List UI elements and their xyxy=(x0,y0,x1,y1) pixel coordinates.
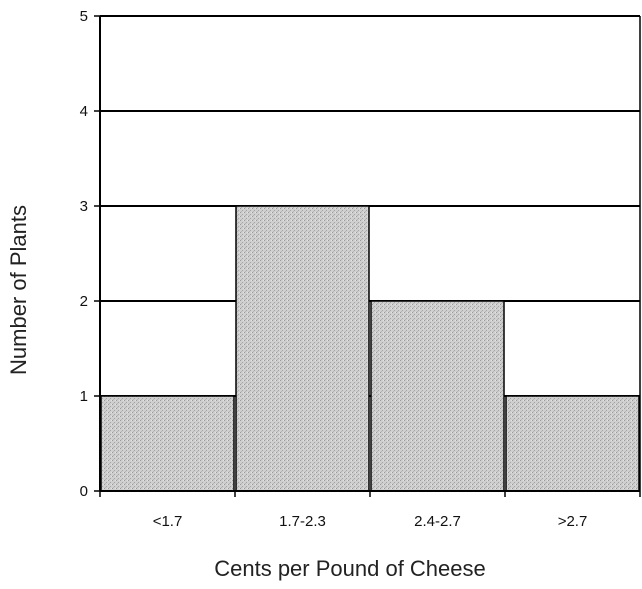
y-tick-label: 2 xyxy=(80,293,88,310)
y-tick-label: 5 xyxy=(80,8,88,25)
x-tick-label: >2.7 xyxy=(558,513,588,530)
x-tick-label: <1.7 xyxy=(153,513,183,530)
bar xyxy=(370,300,505,492)
tick-labels: 0 1 2 3 4 5 <1.7 1.7-2.3 2.4-2.7 >2.7 xyxy=(80,8,588,530)
x-tick-label: 2.4-2.7 xyxy=(414,513,461,530)
x-tick-label: 1.7-2.3 xyxy=(279,513,326,530)
bar xyxy=(235,205,370,492)
bars xyxy=(100,205,640,492)
y-tick-label: 3 xyxy=(80,198,88,215)
y-tick-label: 0 xyxy=(80,483,88,500)
axes xyxy=(94,15,641,497)
bar xyxy=(100,395,235,492)
y-tick-label: 4 xyxy=(80,103,88,120)
bar xyxy=(505,395,640,492)
y-tick-label: 1 xyxy=(80,388,88,405)
x-axis-title: Cents per Pound of Cheese xyxy=(214,556,486,581)
y-axis-title: Number of Plants xyxy=(6,205,31,375)
